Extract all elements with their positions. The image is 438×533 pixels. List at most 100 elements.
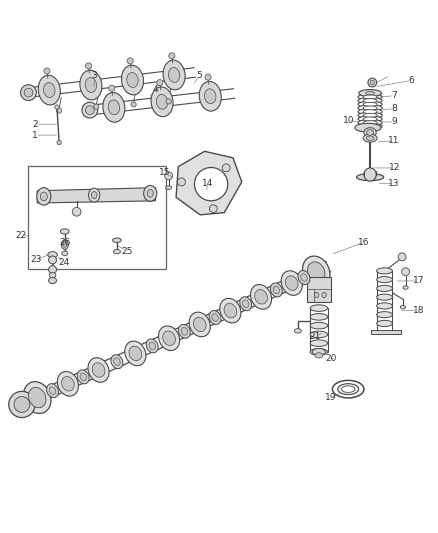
Ellipse shape (92, 191, 97, 199)
Bar (28, 166, 166, 269)
Text: 9: 9 (391, 117, 397, 126)
Circle shape (131, 102, 136, 107)
Ellipse shape (254, 289, 268, 304)
Text: 2: 2 (32, 119, 38, 128)
Text: 4: 4 (153, 85, 158, 94)
Circle shape (127, 58, 133, 64)
Circle shape (57, 108, 62, 113)
Ellipse shape (57, 372, 78, 396)
Circle shape (205, 74, 211, 80)
Text: 19: 19 (325, 393, 336, 402)
Text: 21: 21 (310, 332, 321, 341)
Ellipse shape (28, 387, 46, 408)
Ellipse shape (273, 286, 279, 294)
Circle shape (82, 102, 98, 118)
Ellipse shape (355, 123, 381, 132)
Ellipse shape (310, 340, 328, 346)
Ellipse shape (166, 186, 172, 189)
Ellipse shape (322, 292, 326, 297)
Ellipse shape (403, 286, 408, 289)
Ellipse shape (220, 298, 241, 323)
Ellipse shape (363, 102, 377, 106)
Text: 24: 24 (58, 257, 69, 266)
Circle shape (72, 207, 81, 216)
Ellipse shape (168, 68, 180, 83)
Ellipse shape (147, 189, 153, 197)
Polygon shape (371, 330, 401, 334)
Ellipse shape (243, 300, 249, 308)
Ellipse shape (113, 249, 120, 254)
Text: 23: 23 (30, 255, 42, 264)
Ellipse shape (377, 312, 392, 318)
Ellipse shape (88, 358, 109, 382)
Circle shape (368, 78, 377, 87)
Ellipse shape (163, 60, 185, 90)
Ellipse shape (92, 363, 105, 377)
Ellipse shape (88, 188, 100, 202)
Ellipse shape (49, 273, 56, 278)
Ellipse shape (212, 314, 218, 321)
Ellipse shape (310, 313, 328, 320)
Ellipse shape (49, 256, 57, 264)
Ellipse shape (63, 242, 67, 247)
Ellipse shape (149, 342, 155, 350)
Ellipse shape (363, 117, 377, 121)
Ellipse shape (181, 328, 187, 335)
Ellipse shape (358, 94, 382, 100)
Ellipse shape (146, 339, 158, 353)
Text: 15: 15 (159, 168, 170, 177)
Circle shape (209, 205, 217, 213)
Circle shape (194, 167, 228, 201)
Text: 5: 5 (196, 71, 202, 80)
Circle shape (165, 172, 173, 180)
Circle shape (398, 253, 406, 261)
Ellipse shape (298, 271, 310, 285)
Ellipse shape (46, 384, 59, 398)
Ellipse shape (281, 271, 302, 295)
Ellipse shape (310, 305, 328, 311)
Ellipse shape (377, 277, 392, 282)
Circle shape (85, 106, 94, 115)
Ellipse shape (61, 376, 74, 391)
Ellipse shape (359, 90, 381, 96)
Ellipse shape (156, 94, 168, 109)
Ellipse shape (400, 305, 406, 309)
Ellipse shape (363, 99, 377, 103)
Ellipse shape (363, 124, 377, 128)
Ellipse shape (144, 185, 157, 201)
Ellipse shape (270, 283, 283, 297)
Ellipse shape (48, 252, 57, 258)
Ellipse shape (363, 110, 377, 114)
Ellipse shape (129, 346, 142, 361)
Ellipse shape (358, 109, 382, 115)
Ellipse shape (358, 116, 382, 122)
Ellipse shape (357, 174, 384, 181)
Ellipse shape (301, 274, 307, 281)
Text: 1: 1 (32, 131, 38, 140)
Polygon shape (37, 188, 155, 203)
Ellipse shape (363, 134, 377, 142)
Ellipse shape (189, 312, 210, 337)
Ellipse shape (49, 387, 56, 394)
Ellipse shape (205, 89, 216, 104)
Ellipse shape (125, 341, 146, 366)
Ellipse shape (367, 130, 374, 135)
Ellipse shape (363, 106, 377, 110)
Ellipse shape (113, 238, 121, 243)
Text: 18: 18 (413, 306, 424, 315)
Ellipse shape (40, 192, 47, 201)
Circle shape (9, 391, 35, 418)
Ellipse shape (377, 303, 392, 309)
Text: 10: 10 (343, 116, 354, 125)
Ellipse shape (312, 349, 325, 356)
Text: 13: 13 (389, 179, 400, 188)
Ellipse shape (377, 320, 392, 327)
Ellipse shape (364, 128, 376, 138)
Circle shape (109, 85, 115, 91)
Ellipse shape (80, 70, 102, 100)
Ellipse shape (159, 326, 180, 351)
Text: 26: 26 (59, 238, 71, 247)
Ellipse shape (307, 262, 325, 282)
Ellipse shape (38, 75, 60, 105)
Ellipse shape (358, 98, 382, 104)
